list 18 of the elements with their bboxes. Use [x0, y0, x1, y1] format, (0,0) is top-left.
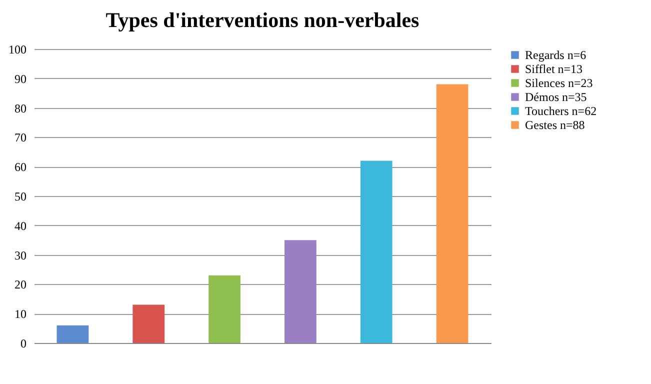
- y-tick-label: 20: [14, 278, 26, 292]
- y-tick-label: 0: [20, 336, 26, 350]
- legend-label: Touchers n=62: [525, 104, 597, 118]
- y-tick-label: 80: [14, 101, 26, 116]
- legend-label: Regards n=6: [525, 48, 586, 62]
- legend-label: Silences n=23: [525, 76, 593, 90]
- y-tick-label: 40: [14, 218, 26, 233]
- y-tick-label: 100: [8, 42, 26, 56]
- y-tick-label: 10: [14, 307, 26, 322]
- y-tick-label: 60: [14, 160, 26, 174]
- legend-label: Sifflet n=13: [525, 62, 583, 76]
- y-tick-label: 50: [14, 190, 26, 204]
- legend-label: Démos n=35: [525, 90, 587, 104]
- y-tick-label: 90: [14, 72, 26, 86]
- y-tick-label: 70: [14, 130, 26, 145]
- legend-label: Gestes n=88: [525, 118, 585, 132]
- chart-title: Types d'interventions non-verbales: [106, 8, 420, 32]
- y-tick-label: 30: [14, 248, 26, 262]
